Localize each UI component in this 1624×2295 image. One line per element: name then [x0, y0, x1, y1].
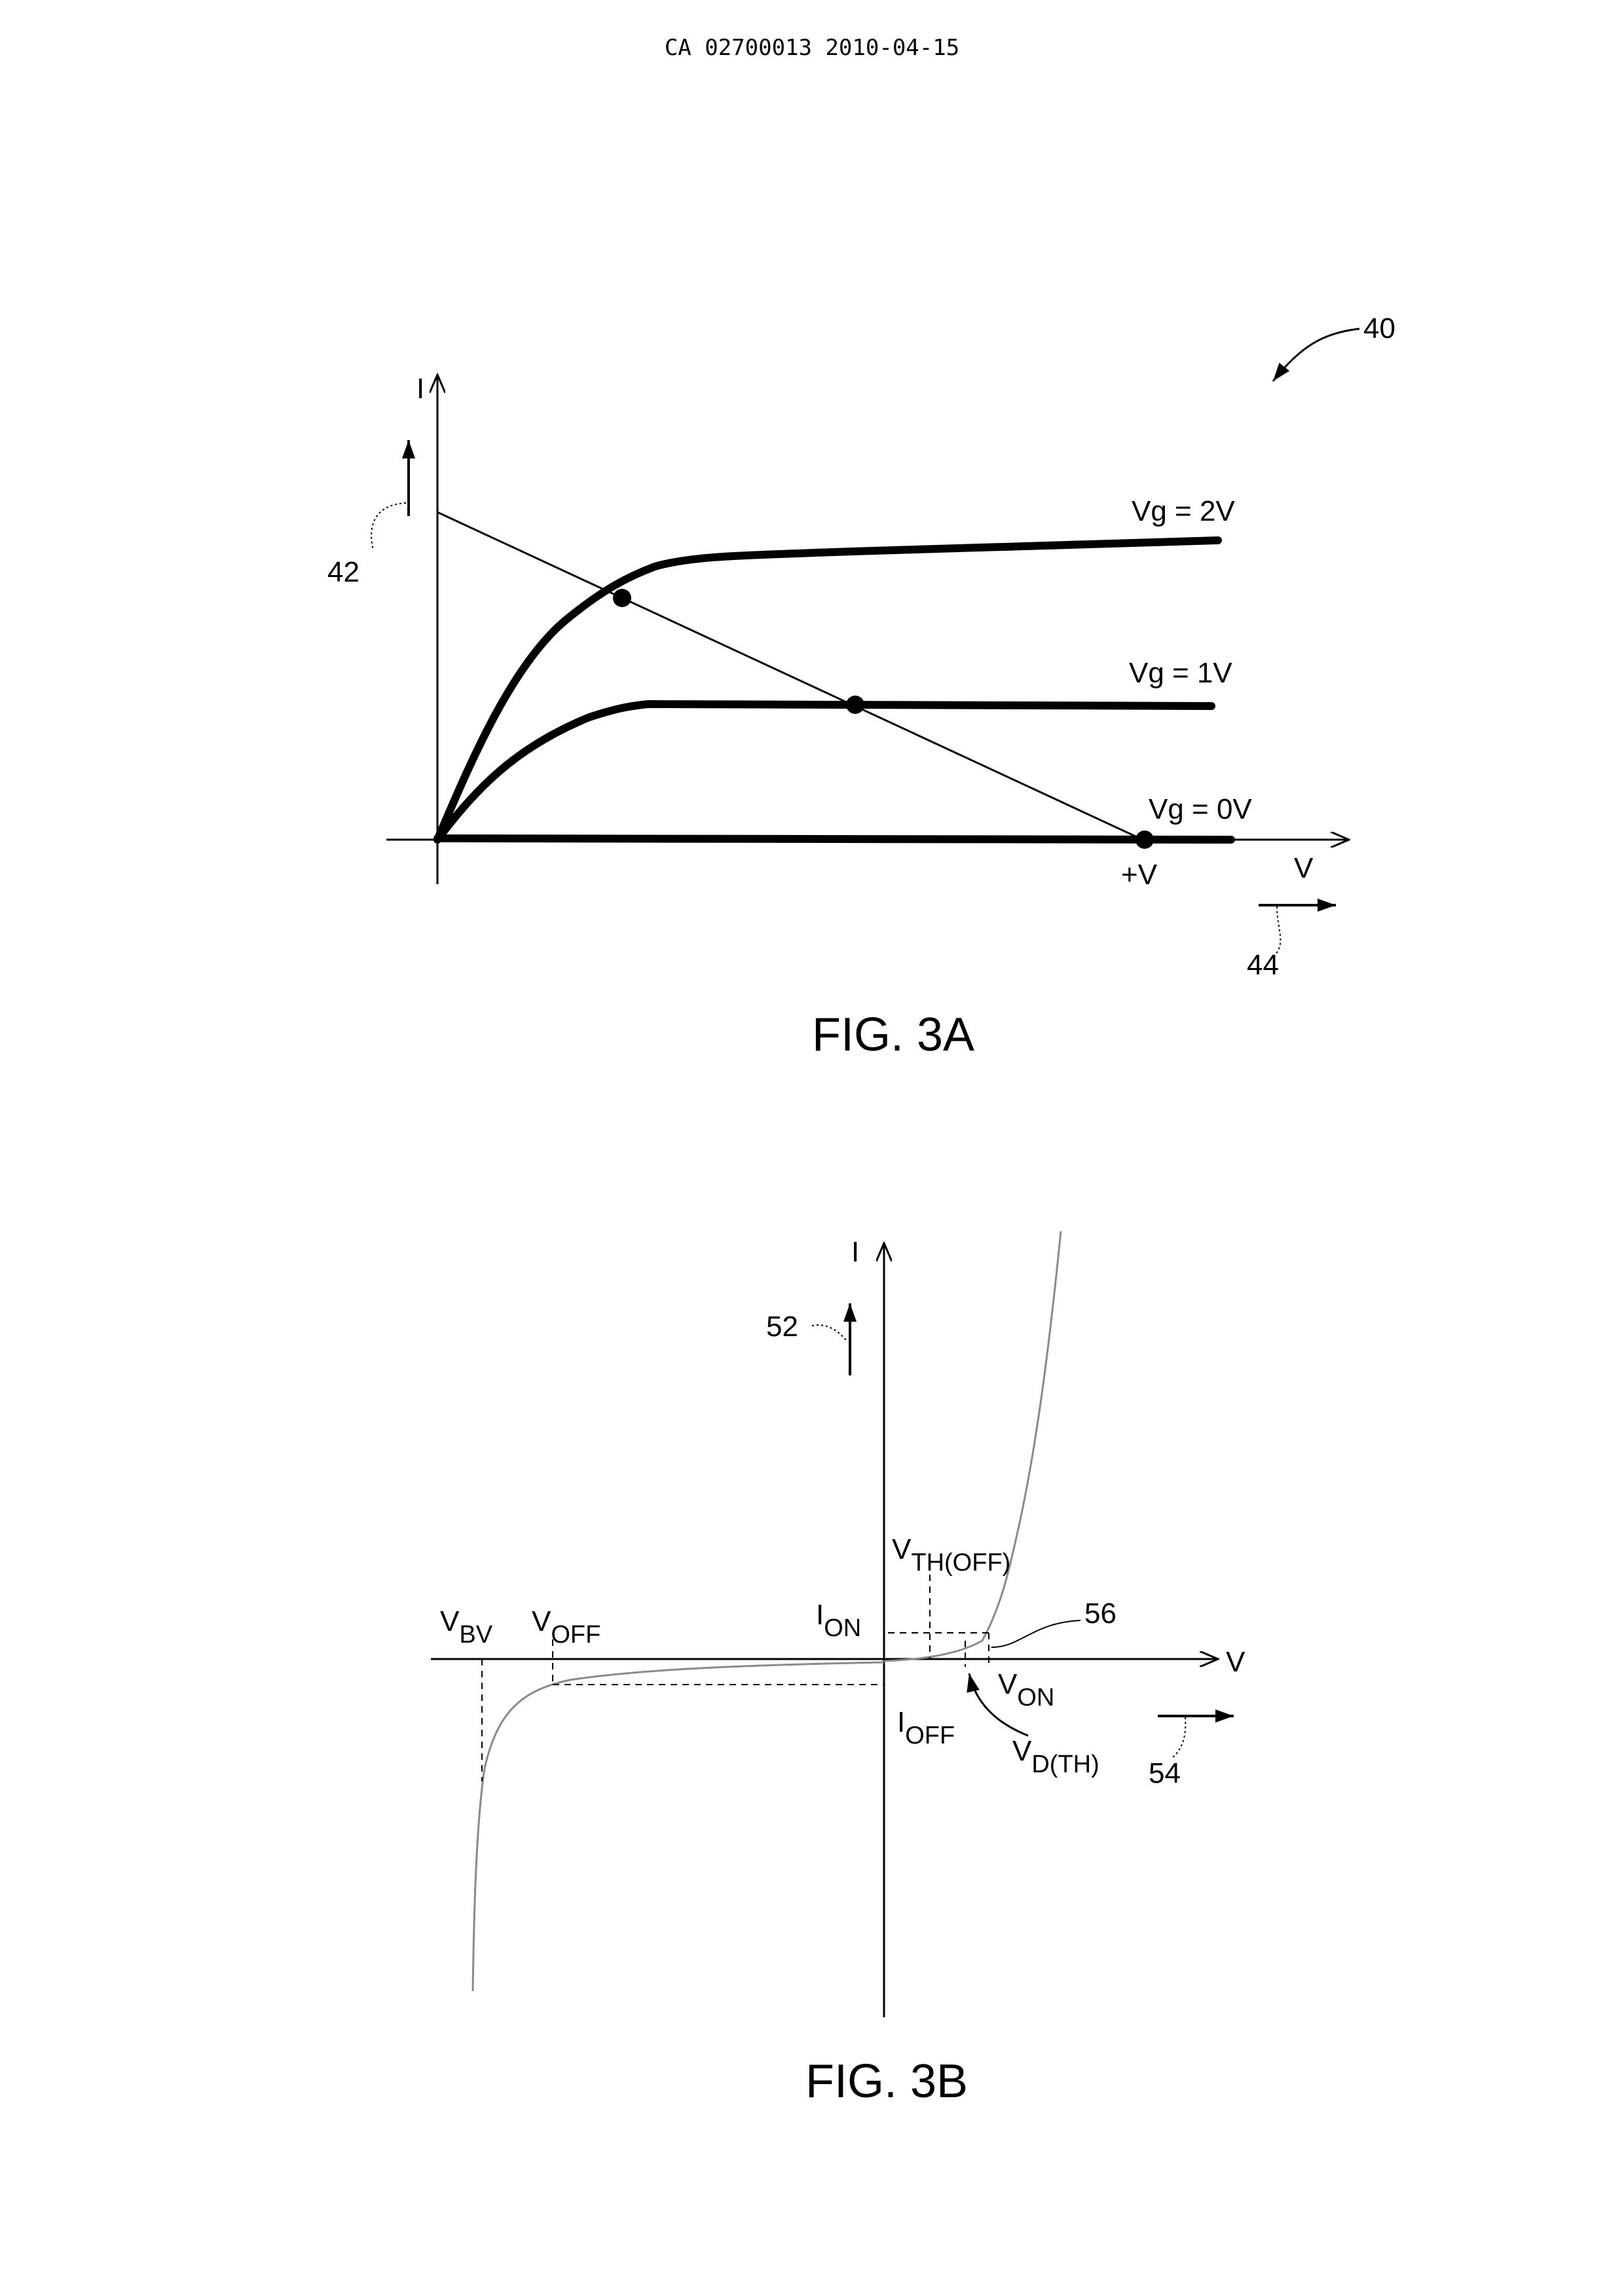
fig3b-label-vth-off-main: V — [892, 1533, 912, 1565]
fig3b-label-voff-sub: OFF — [551, 1621, 600, 1649]
fig3a-label-vg-1v: Vg = 1V — [1129, 657, 1232, 689]
fig3b-label-voff: VOFF — [532, 1605, 600, 1649]
document-id: CA 02700013 2010-04-15 — [665, 35, 959, 61]
fig3b-label-vd-th-main: V — [1012, 1735, 1032, 1767]
fig3b-caption: FIG. 3B — [805, 2055, 968, 2108]
fig3b-ref-52-leader — [812, 1325, 846, 1340]
fig3b-ref-54-leader — [1172, 1717, 1185, 1758]
fig3b-ref-56-leader — [991, 1620, 1080, 1647]
fig3a-label-vg-2v: Vg = 2V — [1132, 495, 1235, 527]
figure-3b: I V VBV VOFF ION VTH(OFF) IOFF VON VD(TH… — [431, 1231, 1246, 2108]
fig3a-point-vg-2v — [613, 589, 631, 607]
fig3b-label-vbv: VBV — [440, 1605, 493, 1649]
fig3b-label-ioff: IOFF — [897, 1706, 955, 1749]
fig3a-ref-40: 40 — [1363, 312, 1395, 345]
fig3b-label-von-sub: ON — [1017, 1684, 1054, 1711]
fig3a-ref-44: 44 — [1247, 949, 1279, 981]
fig3a-point-vg-0v — [1135, 830, 1154, 849]
fig3b-label-ioff-main: I — [897, 1706, 905, 1738]
fig3b-label-von-main: V — [998, 1668, 1018, 1700]
fig3b-ref-54: 54 — [1149, 1757, 1181, 1789]
fig3a-curve-vg-0v — [437, 838, 1231, 840]
fig3a-caption: FIG. 3A — [812, 1009, 974, 1061]
figure-3a: I V Vg = 2V Vg = 1V Vg = 0V +V 40 42 44 … — [327, 312, 1395, 1061]
fig3a-point-vg-1v — [846, 696, 864, 714]
fig3a-load-line — [437, 512, 1143, 840]
fig3b-label-voff-main: V — [532, 1605, 551, 1637]
fig3b-ref-56: 56 — [1084, 1597, 1116, 1630]
fig3a-supply-label: +V — [1121, 859, 1158, 891]
fig3b-iv-curve-reverse — [473, 1662, 884, 1991]
fig3b-label-vbv-main: V — [440, 1605, 460, 1637]
fig3b-iv-curve-forward — [884, 1231, 1061, 1661]
fig3a-ref-42-leader — [371, 503, 406, 550]
fig3b-label-ion-main: I — [816, 1599, 824, 1631]
fig3b-label-vd-th-sub: D(TH) — [1031, 1751, 1099, 1778]
fig3b-ref-52: 52 — [766, 1311, 798, 1343]
fig3a-ref-42: 42 — [327, 556, 360, 588]
fig3a-ref-40-leader — [1273, 329, 1359, 381]
fig3a-v-axis-label: V — [1294, 852, 1314, 884]
fig3a-label-vg-0v: Vg = 0V — [1149, 793, 1252, 825]
fig3b-label-vd-th: VD(TH) — [1012, 1735, 1099, 1778]
fig3b-label-von: VON — [998, 1668, 1054, 1711]
fig3b-label-ion-sub: ON — [824, 1614, 861, 1642]
fig3a-i-axis-label: I — [416, 373, 424, 405]
fig3a-curve-vg-1v — [437, 704, 1211, 840]
fig3b-label-vbv-sub: BV — [459, 1621, 492, 1649]
fig3b-i-axis-label: I — [851, 1236, 859, 1268]
fig3b-label-ion: ION — [816, 1599, 861, 1642]
fig3b-label-vth-off-sub: TH(OFF) — [911, 1549, 1010, 1577]
fig3a-curve-vg-2v — [437, 540, 1218, 840]
fig3b-v-axis-label: V — [1226, 1646, 1246, 1678]
fig3b-label-vth-off: VTH(OFF) — [892, 1533, 1010, 1577]
fig3b-label-ioff-sub: OFF — [905, 1722, 955, 1749]
